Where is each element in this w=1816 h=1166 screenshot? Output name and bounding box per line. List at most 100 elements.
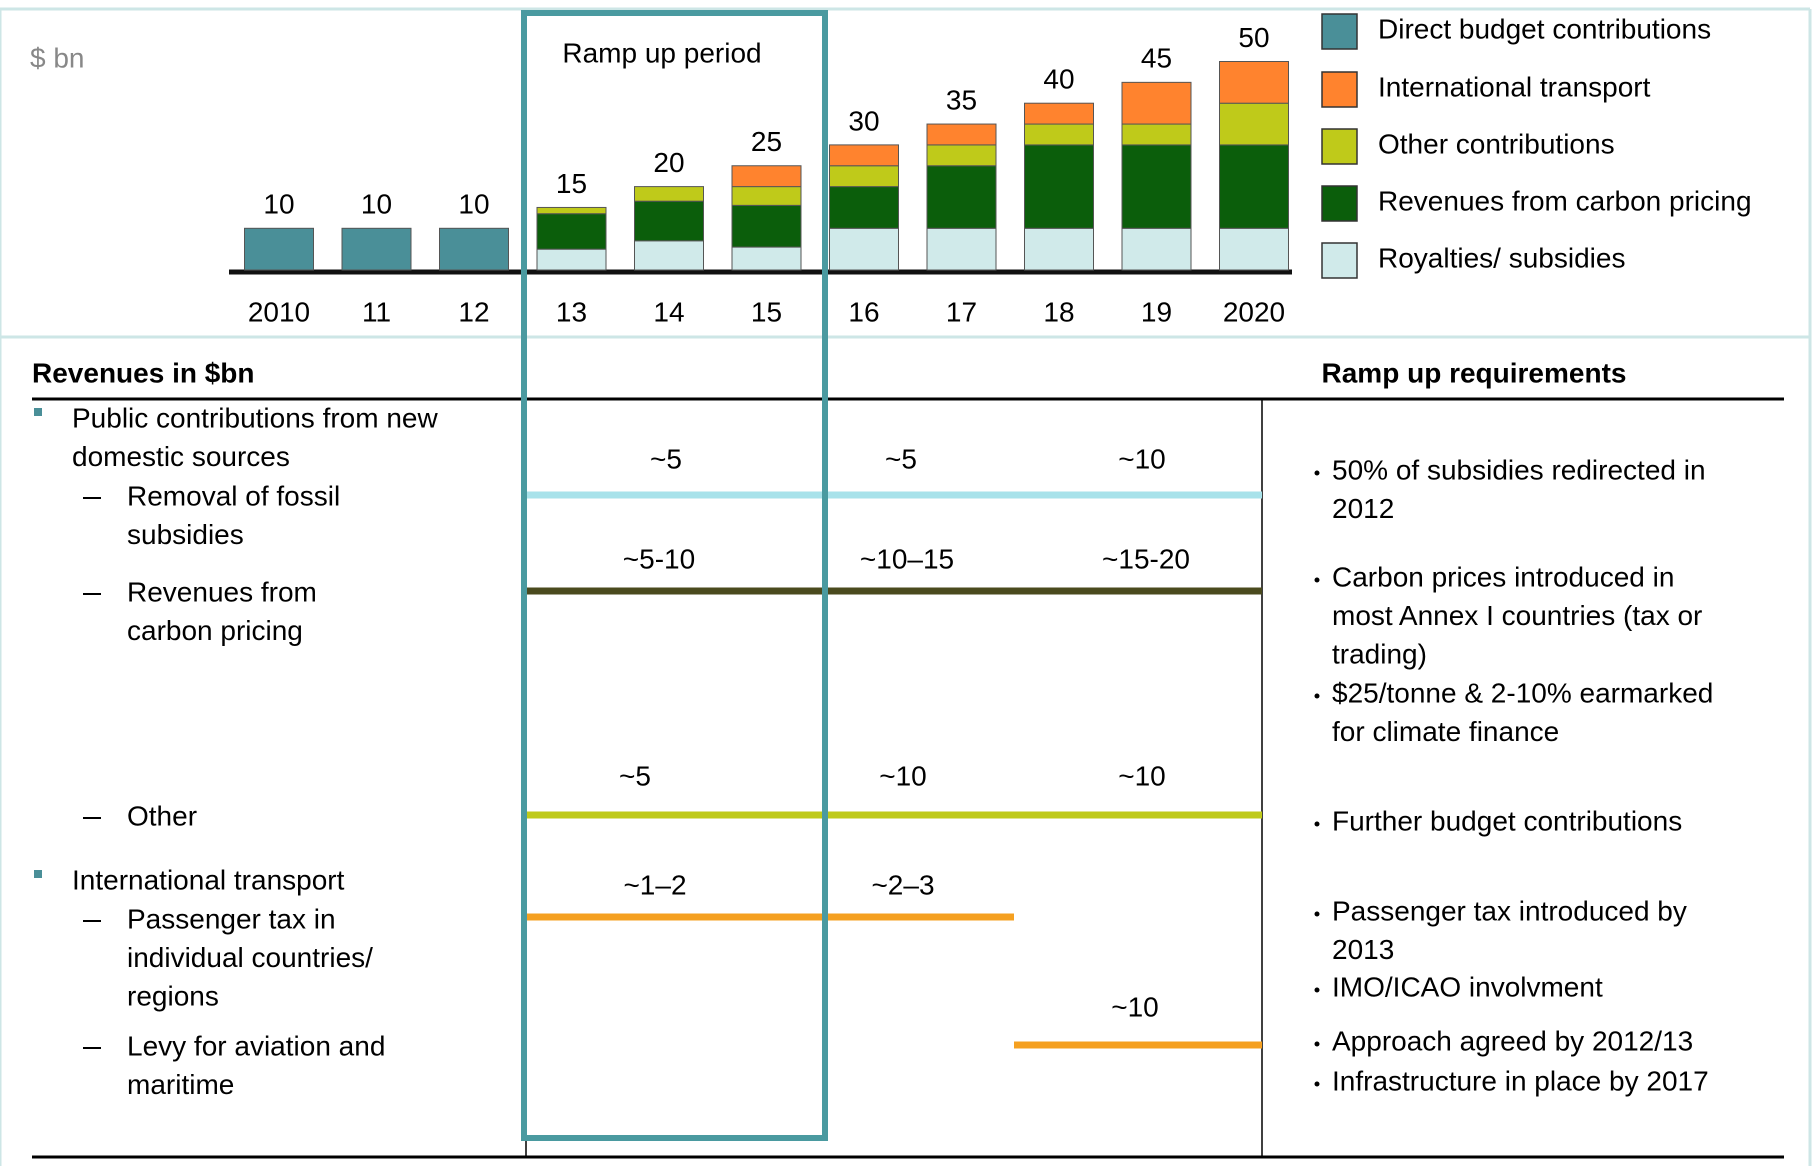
bar-segment xyxy=(1121,144,1192,229)
bar-segment xyxy=(731,186,802,206)
req-bullet xyxy=(1314,1041,1320,1047)
row-label: regions xyxy=(127,980,219,1011)
bullet xyxy=(34,870,42,878)
requirement: 2012 xyxy=(1332,493,1394,524)
value-label: ~10 xyxy=(1118,760,1166,791)
requirement: for climate finance xyxy=(1332,716,1559,747)
table-header-left: Revenues in $bn xyxy=(32,357,255,388)
row-label: Public contributions from new xyxy=(72,402,439,433)
row-label: individual countries/ xyxy=(127,942,373,973)
legend-swatch xyxy=(1321,185,1358,222)
legend-swatch xyxy=(1321,71,1358,108)
bar-segment xyxy=(1024,123,1094,146)
requirement: Carbon prices introduced in xyxy=(1332,561,1674,592)
bar-segment xyxy=(1121,123,1192,146)
legend-label: Direct budget contributions xyxy=(1378,13,1711,44)
value-label: ~10 xyxy=(879,760,927,791)
bar-segment xyxy=(536,206,607,215)
row-label: Revenues from xyxy=(127,576,317,607)
row-label: domestic sources xyxy=(72,441,290,472)
bar-segment xyxy=(341,227,412,271)
bar-segment xyxy=(536,248,607,271)
requirement: IMO/ICAO involvment xyxy=(1332,971,1603,1002)
requirement: 50% of subsidies redirected in xyxy=(1332,454,1706,485)
req-bullet xyxy=(1314,693,1320,699)
x-tick-label: 17 xyxy=(946,296,977,327)
ramp-annotation: Ramp up period xyxy=(562,37,761,68)
bar-segment xyxy=(829,165,899,188)
bar-segment xyxy=(1121,81,1192,125)
total-label: 20 xyxy=(653,147,684,178)
table-header-right: Ramp up requirements xyxy=(1322,357,1627,388)
bar-segment xyxy=(829,144,899,167)
legend-label: Revenues from carbon pricing xyxy=(1378,185,1752,216)
total-label: 30 xyxy=(848,105,879,136)
bar-segment xyxy=(1219,144,1289,229)
x-tick-label: 19 xyxy=(1141,296,1172,327)
legend-label: Other contributions xyxy=(1378,128,1615,159)
value-label: ~5 xyxy=(650,443,682,474)
row-label: Levy for aviation and xyxy=(127,1030,385,1061)
bullet xyxy=(34,408,42,416)
ramp-box xyxy=(521,10,828,1141)
row-label: Other xyxy=(127,800,197,831)
x-tick-label: 18 xyxy=(1043,296,1074,327)
bar-segment xyxy=(536,213,607,250)
bar-segment xyxy=(439,227,509,271)
total-label: 15 xyxy=(556,168,587,199)
x-tick-label: 11 xyxy=(362,296,391,327)
bar-segment xyxy=(1219,102,1289,146)
x-tick-label: 2010 xyxy=(248,296,310,327)
bar-segment xyxy=(634,186,704,202)
legend-swatch xyxy=(1321,13,1358,50)
value-label: ~2–3 xyxy=(871,869,934,900)
bar-segment xyxy=(926,144,997,167)
bar-segment xyxy=(731,246,802,271)
row-label: International transport xyxy=(72,864,345,895)
req-bullet xyxy=(1314,821,1320,827)
bar-segment xyxy=(926,123,997,146)
value-label: ~1–2 xyxy=(623,869,686,900)
content: 10 2010 10 11 10 12 15 13 20 14 25 15 30 16 35 17 40 18 45… xyxy=(34,13,1752,1100)
bar-segment xyxy=(1024,102,1094,125)
bar-segment xyxy=(829,186,899,229)
bar-segment xyxy=(1121,227,1192,271)
requirement: Approach agreed by 2012/13 xyxy=(1332,1025,1693,1056)
bar-segment xyxy=(244,227,314,271)
requirement: Further budget contributions xyxy=(1332,805,1682,836)
bar-segment xyxy=(926,227,997,271)
x-tick-label: 13 xyxy=(556,296,587,327)
legend-swatch xyxy=(1321,242,1358,279)
req-bullet xyxy=(1314,911,1320,917)
total-label: 10 xyxy=(361,189,392,220)
requirement: trading) xyxy=(1332,638,1427,669)
req-bullet xyxy=(1314,987,1320,993)
x-tick-label: 14 xyxy=(653,296,684,327)
requirement: Infrastructure in place by 2017 xyxy=(1332,1065,1709,1096)
value-label: ~10 xyxy=(1118,443,1166,474)
value-label: ~5 xyxy=(885,443,917,474)
legend-swatch xyxy=(1321,128,1358,165)
row-label: subsidies xyxy=(127,519,244,550)
value-label: ~10 xyxy=(1111,991,1159,1022)
bar-segment xyxy=(731,204,802,248)
row-label: maritime xyxy=(127,1069,234,1100)
requirement: 2013 xyxy=(1332,934,1394,965)
total-label: 45 xyxy=(1141,43,1172,74)
bar-segment xyxy=(1024,227,1094,271)
x-tick-label: 2020 xyxy=(1223,296,1285,327)
total-label: 50 xyxy=(1238,22,1269,53)
bar-segment xyxy=(926,165,997,229)
bar-segment xyxy=(1219,227,1289,271)
req-bullet xyxy=(1314,470,1320,476)
bar-segment xyxy=(1024,144,1094,229)
requirement: most Annex I countries (tax or xyxy=(1332,600,1702,631)
total-label: 25 xyxy=(751,126,782,157)
row-label: Passenger tax in xyxy=(127,903,336,934)
value-label: ~5-10 xyxy=(623,543,695,574)
x-tick-label: 12 xyxy=(458,296,489,327)
requirement: $25/tonne & 2-10% earmarked xyxy=(1332,677,1713,708)
total-label: 10 xyxy=(458,189,489,220)
requirement: Passenger tax introduced by xyxy=(1332,895,1687,926)
